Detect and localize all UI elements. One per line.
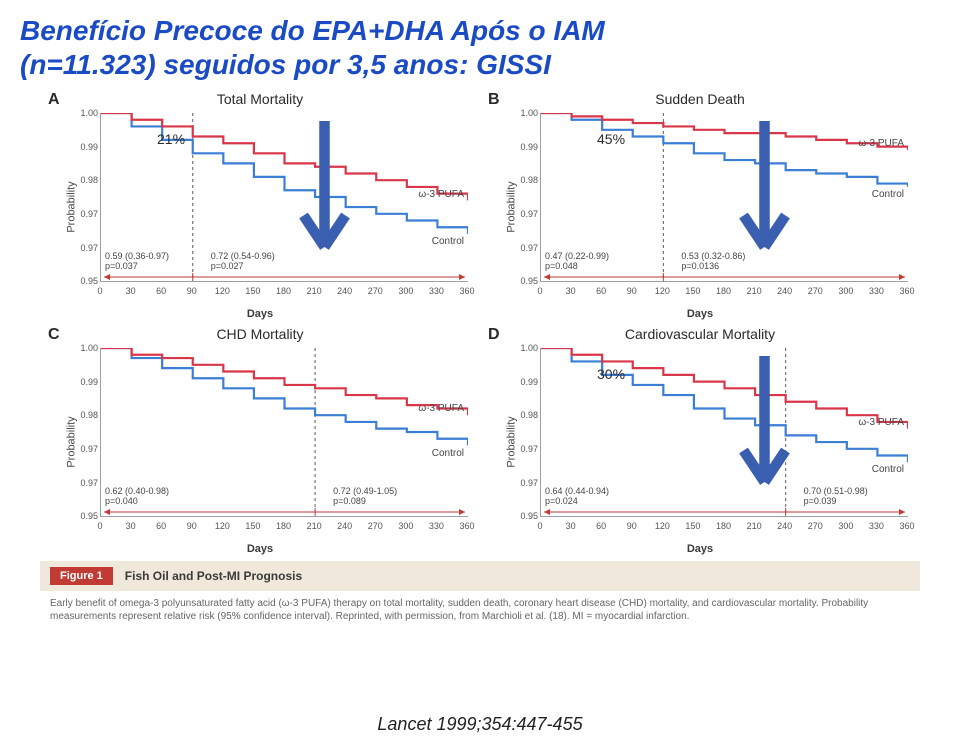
- chart-title: Total Mortality: [40, 91, 480, 107]
- hr-early: 0.62 (0.40-0.98) p=0.040: [105, 486, 169, 507]
- y-tick: 0.99: [70, 142, 98, 152]
- y-tick: 1.00: [510, 108, 538, 118]
- x-tick: 360: [459, 521, 474, 531]
- y-tick: 0.98: [510, 410, 538, 420]
- y-tick: 0.95: [70, 511, 98, 521]
- x-tick: 60: [156, 521, 166, 531]
- y-tick: 0.95: [510, 511, 538, 521]
- chart-C: CCHD MortalityProbabilityDaysω-3 PUFACon…: [40, 324, 480, 559]
- y-tick: 0.97: [510, 243, 538, 253]
- y-axis-label: Probability: [66, 181, 78, 232]
- y-tick: 0.98: [70, 410, 98, 420]
- plot-area: ω-3 PUFAControl0.59 (0.36-0.97) p=0.0370…: [100, 113, 468, 282]
- citation: Lancet 1999;354:447-455: [0, 714, 960, 735]
- chart-title: CHD Mortality: [40, 326, 480, 342]
- y-axis-label: Probability: [66, 416, 78, 467]
- y-tick: 0.95: [510, 276, 538, 286]
- x-tick: 0: [537, 521, 542, 531]
- x-tick: 30: [566, 286, 576, 296]
- figure-tag: Figure 1: [50, 567, 113, 585]
- y-tick: 0.95: [70, 276, 98, 286]
- x-tick: 300: [398, 521, 413, 531]
- x-tick: 120: [215, 521, 230, 531]
- x-axis-label: Days: [480, 308, 920, 320]
- y-tick: 0.98: [510, 175, 538, 185]
- chart-B: BSudden DeathProbabilityDaysω-3 PUFACont…: [480, 89, 920, 324]
- legend-pufa: ω-3 PUFA: [418, 403, 464, 414]
- y-tick: 0.97: [510, 444, 538, 454]
- x-tick: 210: [307, 521, 322, 531]
- legend-control: Control: [432, 448, 464, 459]
- x-tick: 30: [126, 521, 136, 531]
- y-tick: 0.97: [510, 209, 538, 219]
- x-tick: 270: [368, 521, 383, 531]
- y-tick: 0.97: [70, 209, 98, 219]
- y-tick: 1.00: [510, 343, 538, 353]
- title-line2: (n=11.323) seguidos por 3,5 anos: GISSI: [20, 49, 551, 80]
- title-line1: Benefício Precoce do EPA+DHA Após o IAM: [20, 15, 605, 46]
- slide-title: Benefício Precoce do EPA+DHA Após o IAM …: [0, 0, 960, 83]
- y-tick: 0.97: [70, 478, 98, 488]
- figure-caption-text: Early benefit of omega-3 polyunsaturated…: [40, 591, 920, 629]
- x-tick: 0: [97, 521, 102, 531]
- y-tick: 0.98: [70, 175, 98, 185]
- x-tick: 0: [97, 286, 102, 296]
- y-tick: 0.99: [70, 377, 98, 387]
- y-tick: 0.99: [510, 377, 538, 387]
- x-tick: 30: [566, 521, 576, 531]
- y-tick: 0.99: [510, 142, 538, 152]
- y-tick: 1.00: [70, 108, 98, 118]
- y-axis-label: Probability: [506, 416, 518, 467]
- y-tick: 0.97: [510, 478, 538, 488]
- chart-title: Sudden Death: [480, 91, 920, 107]
- chart-title: Cardiovascular Mortality: [480, 326, 920, 342]
- chart-A: ATotal MortalityProbabilityDaysω-3 PUFAC…: [40, 89, 480, 324]
- x-tick: 180: [276, 521, 291, 531]
- figure-caption-title: Fish Oil and Post-MI Prognosis: [125, 569, 302, 583]
- x-axis-label: Days: [40, 543, 480, 555]
- chart-grid: ATotal MortalityProbabilityDaysω-3 PUFAC…: [40, 89, 920, 559]
- figure-panel: ATotal MortalityProbabilityDaysω-3 PUFAC…: [40, 89, 920, 629]
- x-tick: 30: [126, 286, 136, 296]
- x-tick: 330: [429, 521, 444, 531]
- chart-D: DCardiovascular MortalityProbabilityDays…: [480, 324, 920, 559]
- x-axis-label: Days: [40, 308, 480, 320]
- x-tick: 240: [337, 521, 352, 531]
- plot-area: ω-3 PUFAControl0.47 (0.22-0.99) p=0.0480…: [540, 113, 908, 282]
- y-tick: 1.00: [70, 343, 98, 353]
- y-tick: 0.97: [70, 444, 98, 454]
- plot-area: ω-3 PUFAControl0.64 (0.44-0.94) p=0.0240…: [540, 348, 908, 517]
- fig-caption-bar: Figure 1 Fish Oil and Post-MI Prognosis: [40, 561, 920, 591]
- plot-area: ω-3 PUFA Control 0.62 (0.40-0.98) p=0.040 0…: [100, 348, 468, 517]
- x-axis-label: Days: [480, 543, 920, 555]
- x-tick: 90: [187, 521, 197, 531]
- x-tick: 0: [537, 286, 542, 296]
- x-tick: 150: [245, 521, 260, 531]
- y-tick: 0.97: [70, 243, 98, 253]
- hr-late: 0.72 (0.49-1.05) p=0.089: [333, 486, 397, 507]
